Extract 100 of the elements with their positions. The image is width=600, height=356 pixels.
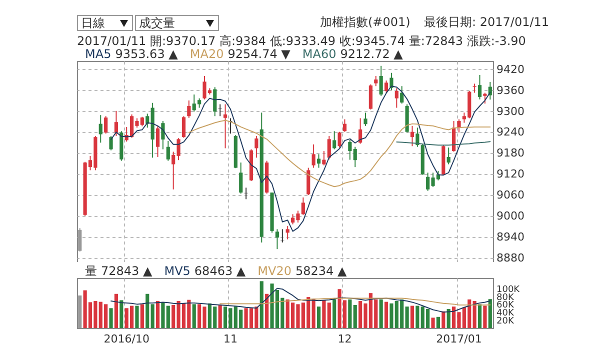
text: MA60	[302, 47, 336, 61]
series-label: MV20	[258, 264, 292, 278]
candlestick	[239, 162, 243, 194]
candlestick	[312, 144, 316, 168]
bar	[431, 318, 435, 328]
y-tick-label: 9000	[496, 209, 524, 222]
text: MA5	[85, 47, 112, 61]
text: 2017/01/11 開:9370.17 高:9384 低:9333.49 收:9345.74 量:72843 漲跌:-3.90	[77, 34, 526, 48]
candlestick	[368, 84, 372, 110]
candlestick	[109, 136, 113, 151]
candlestick	[146, 113, 150, 128]
candlestick	[390, 72, 394, 91]
y-tick-label: 20K	[496, 316, 515, 327]
text: 9212.72 ▲	[340, 47, 403, 61]
candlestick	[374, 76, 378, 87]
candlestick	[410, 125, 414, 147]
candlestick	[364, 112, 368, 126]
y-tick-label: 9060	[496, 188, 524, 202]
candlestick	[187, 100, 191, 118]
candlestick	[182, 116, 186, 138]
bar	[353, 304, 357, 328]
text: MA20	[190, 47, 224, 61]
candlestick	[156, 125, 160, 158]
bar	[410, 306, 414, 328]
y-tick-label: 8940	[496, 230, 524, 244]
dropdown: 成交量	[135, 15, 219, 31]
candlestick	[342, 118, 347, 132]
text: MV5	[164, 264, 190, 278]
candlestick	[280, 228, 284, 243]
candlestick	[114, 110, 118, 137]
x-tick-label: 11	[223, 332, 238, 346]
candlestick	[322, 150, 326, 166]
candlestick	[452, 120, 456, 152]
candlestick	[457, 118, 461, 134]
candlestick	[478, 74, 482, 100]
x-tick-label: 12	[338, 332, 352, 346]
candlestick	[104, 116, 108, 134]
candlestick	[446, 147, 450, 165]
y-tick-label: 100K	[496, 284, 521, 295]
candlestick	[286, 226, 290, 240]
bar	[150, 304, 154, 328]
chart-subtitle: 最後日期: 2017/01/11	[424, 15, 550, 29]
bar	[146, 294, 150, 328]
y-tick-label: 9420	[496, 62, 524, 76]
candlestick	[218, 104, 222, 117]
candlestick	[223, 104, 228, 149]
y-tick-label: 8880	[496, 251, 524, 264]
bar	[260, 281, 264, 328]
candlestick	[472, 83, 476, 94]
candlestick	[166, 140, 170, 162]
bar	[348, 299, 352, 328]
candlestick	[332, 130, 336, 150]
x-tick-label: 2016/10	[104, 332, 150, 346]
chart-title: 加權指數(#001)	[320, 15, 410, 29]
bar	[114, 294, 118, 328]
candlestick	[379, 65, 383, 96]
bar	[218, 304, 222, 328]
y-tick-label: 9360	[496, 84, 524, 97]
line-series	[188, 120, 491, 188]
series-label: 量	[85, 264, 97, 278]
y-tick-label: 9180	[496, 146, 524, 160]
x-tick-label: 2017/01	[436, 332, 482, 346]
candlestick	[338, 131, 342, 148]
bar	[488, 299, 492, 328]
candlestick	[78, 228, 82, 252]
y-tick-label: 9300	[496, 104, 524, 118]
candlestick	[327, 136, 331, 160]
text: 68463 ▲	[194, 264, 246, 278]
candlestick	[213, 86, 217, 117]
y-tick-label: 9120	[496, 168, 524, 181]
bar	[135, 306, 139, 328]
bar	[416, 306, 420, 328]
bar	[379, 299, 383, 328]
bar	[332, 299, 336, 328]
bar	[78, 295, 82, 328]
bar	[265, 294, 269, 328]
candlestick	[353, 146, 357, 168]
bar	[472, 301, 476, 328]
bar	[384, 302, 388, 328]
bar	[436, 316, 440, 328]
candlestick	[384, 80, 388, 94]
candlestick	[316, 154, 321, 168]
candlestick	[254, 136, 258, 158]
bar	[446, 308, 450, 328]
candlestick	[244, 187, 248, 200]
candlestick	[98, 114, 102, 144]
text: 9353.63 ▲	[115, 47, 178, 61]
line-series	[220, 298, 491, 306]
bar	[312, 299, 316, 328]
bar	[140, 304, 144, 328]
line-series	[110, 288, 491, 313]
candlestick	[161, 120, 165, 150]
dropdown: 日線	[77, 15, 133, 31]
text: 58234 ▲	[295, 264, 347, 278]
bar	[156, 301, 160, 328]
bar	[120, 300, 124, 328]
bar	[478, 304, 482, 328]
y-tick-label: 9240	[496, 126, 524, 139]
bar	[442, 311, 446, 328]
candlestick	[348, 139, 352, 160]
